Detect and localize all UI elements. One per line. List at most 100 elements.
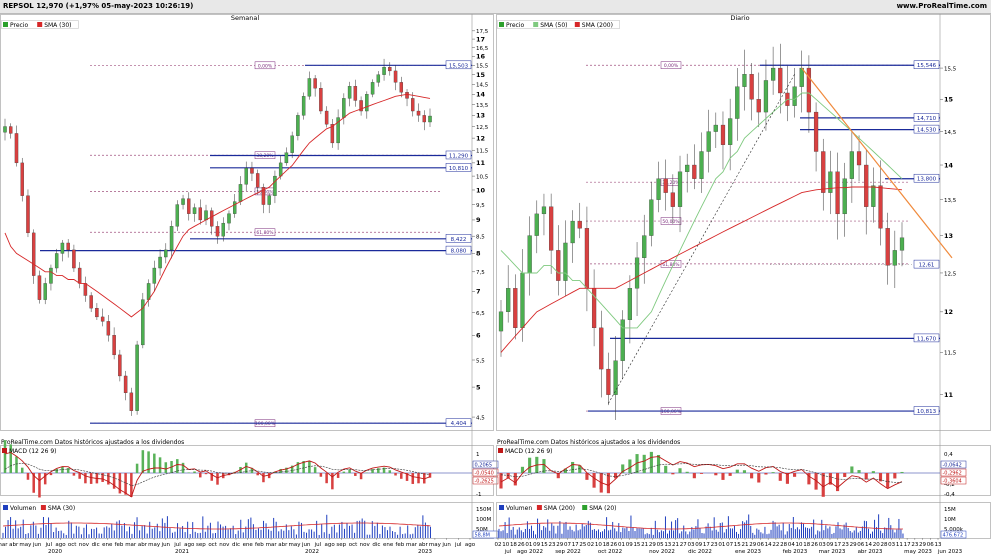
y-tick-label-0-13: 11 <box>476 159 486 167</box>
x-year-label-0: 2020 <box>48 549 62 555</box>
volume-tick-0-2: 50M <box>476 527 488 533</box>
y-tick-label-0-22: 15,5 <box>476 64 489 70</box>
x-tick-label-1-40: 18 <box>803 542 810 548</box>
x-year-label-1: 2021 <box>175 549 189 555</box>
ma-line-1-0 <box>500 92 903 329</box>
candle-body-0-57 <box>330 124 335 144</box>
y-tick-label-1-9: 15,5 <box>944 66 957 72</box>
candle-body-1-38 <box>770 67 776 81</box>
volume-legend-label-0-1: SMA (30) <box>48 505 75 512</box>
level-label-0-4: 8,080 <box>451 249 467 255</box>
x-tick-label-1-5: 09 <box>533 542 540 548</box>
x-tick-label-1-26: 09 <box>695 542 702 548</box>
y-tick-label-0-0: 4,5 <box>476 415 485 421</box>
level-box-1-6 <box>913 406 940 415</box>
x-month-label-8: mar 2023 <box>819 549 846 555</box>
macd-tick-0-0: 1 <box>476 452 480 458</box>
macd-line-1 <box>500 456 903 490</box>
x-year-label-3: 2023 <box>418 549 432 555</box>
x-tick-label-0-16: ago <box>184 542 195 548</box>
y-tick-label-0-3: 6 <box>476 332 481 340</box>
candle-body-0-65 <box>376 74 381 83</box>
candle-body-0-19 <box>112 335 116 356</box>
candle-body-1-56 <box>899 237 905 251</box>
candle-body-1-34 <box>742 74 747 87</box>
x-month-label-7: feb 2023 <box>783 549 808 555</box>
x-month-label-10: may 2023 <box>904 549 932 555</box>
x-tick-label-0-22: feb <box>255 542 264 548</box>
x-tick-label-1-9: 07 <box>564 542 571 548</box>
candle-body-0-47 <box>273 175 277 196</box>
y-tick-label-1-3: 12,5 <box>944 271 957 277</box>
x-tick-label-1-51: 03 <box>888 542 895 548</box>
candle-body-1-36 <box>756 99 761 113</box>
fib-label-1-4: 100,00% <box>661 409 682 415</box>
x-tick-label-1-10: 17 <box>572 542 579 548</box>
x-tick-label-1-44: 17 <box>834 542 841 548</box>
x-tick-label-1-13: 10 <box>595 542 602 548</box>
fib-label-1-0: 0,00% <box>664 63 679 69</box>
site-link[interactable]: www.ProRealTime.com <box>896 2 987 10</box>
candle-body-0-48 <box>278 162 283 177</box>
level-box-1-4 <box>913 259 940 269</box>
level-label-0-3: 8,422 <box>451 237 467 243</box>
x-tick-label-1-57: 13 <box>935 542 942 548</box>
candle-body-1-7 <box>549 206 554 251</box>
legend-label-1-0: Precio <box>506 22 525 29</box>
candle-body-0-60 <box>347 86 352 99</box>
macd-value-1-0: -0,0642 <box>943 463 962 469</box>
x-tick-label-0-37: may <box>429 542 442 548</box>
x-tick-label-1-0: 02 <box>495 542 502 548</box>
volume-legend-label-1-1: SMA (200) <box>544 505 575 512</box>
macd-value-box-1-2 <box>940 476 967 485</box>
x-tick-label-1-33: 29 <box>749 542 756 548</box>
x-tick-label-1-6: 15 <box>541 542 548 548</box>
candle-body-0-74 <box>428 115 432 123</box>
volume-legend-swatch-0-0 <box>3 505 8 510</box>
candle-body-0-36 <box>210 210 214 227</box>
x-tick-label-0-35: mar <box>406 542 418 548</box>
candle-body-1-43 <box>806 67 812 113</box>
y-tick-label-0-9: 9 <box>476 216 481 224</box>
x-tick-label-1-38: 04 <box>788 542 795 548</box>
candle-body-0-14 <box>83 283 88 296</box>
x-tick-label-1-17: 09 <box>626 542 633 548</box>
candle-body-1-41 <box>792 86 797 106</box>
y-tick-label-0-10: 9,5 <box>476 203 485 209</box>
y-tick-label-0-4: 6,5 <box>476 311 485 317</box>
x-month-label-4: nov 2022 <box>649 549 675 555</box>
macd-label-1: MACD (12 26 9) <box>505 448 552 455</box>
macd-label-0: MACD (12 26 9) <box>9 448 56 455</box>
y-tick-label-0-15: 12 <box>476 134 485 142</box>
candle-body-1-27 <box>692 164 697 179</box>
x-tick-label-0-32: dic <box>372 542 380 548</box>
y-tick-label-0-8: 8,5 <box>476 235 485 241</box>
level-label-1-6: 10,813 <box>917 409 937 415</box>
legend-label-0-0: Precio <box>10 22 29 29</box>
macd-value-box-1-0 <box>940 460 967 469</box>
x-tick-label-0-0: mar <box>0 542 8 548</box>
level-label-1-5: 11,670 <box>917 336 937 342</box>
level-box-0-2 <box>445 163 472 172</box>
level-box-0-0 <box>445 60 472 70</box>
x-tick-label-1-50: 28 <box>880 542 887 548</box>
x-tick-label-1-24: 27 <box>680 542 687 548</box>
x-tick-label-1-16: 01 <box>618 542 625 548</box>
legend-label-0-1: SMA (30) <box>44 22 71 29</box>
candle-body-1-9 <box>563 242 568 281</box>
y-tick-label-1-4: 13 <box>944 232 953 240</box>
candle-body-0-11 <box>66 242 70 251</box>
macd-value-0-0: 0,2065 <box>475 463 493 469</box>
macd-value-1-2: -0,3604 <box>943 479 962 485</box>
x-tick-label-0-12: abr <box>138 542 148 548</box>
fib-label-0-3: 61,80% <box>256 230 274 236</box>
candle-body-0-7 <box>43 283 47 300</box>
volume-value-box-1 <box>940 530 967 539</box>
legend-swatch-1-0 <box>499 22 504 27</box>
macd-signal-1 <box>500 463 903 483</box>
x-tick-label-1-34: 06 <box>757 542 764 548</box>
level-label-1-1: 14,710 <box>917 116 937 122</box>
x-tick-label-0-18: oct <box>208 542 217 548</box>
x-tick-label-0-21: ene <box>243 542 254 548</box>
